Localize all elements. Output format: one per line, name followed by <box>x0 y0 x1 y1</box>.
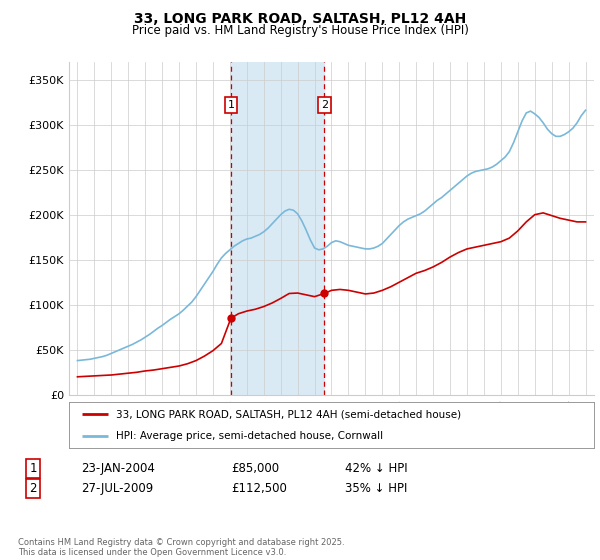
Text: £85,000: £85,000 <box>231 462 279 475</box>
Text: 1: 1 <box>29 462 37 475</box>
Text: 1: 1 <box>227 100 235 110</box>
Text: 27-JUL-2009: 27-JUL-2009 <box>81 482 153 495</box>
Text: Contains HM Land Registry data © Crown copyright and database right 2025.
This d: Contains HM Land Registry data © Crown c… <box>18 538 344 557</box>
Text: 33, LONG PARK ROAD, SALTASH, PL12 4AH (semi-detached house): 33, LONG PARK ROAD, SALTASH, PL12 4AH (s… <box>116 409 461 419</box>
Text: 35% ↓ HPI: 35% ↓ HPI <box>345 482 407 495</box>
Bar <box>231 62 324 395</box>
Text: 42% ↓ HPI: 42% ↓ HPI <box>345 462 407 475</box>
Text: 2: 2 <box>29 482 37 495</box>
Text: HPI: Average price, semi-detached house, Cornwall: HPI: Average price, semi-detached house,… <box>116 431 383 441</box>
Text: Price paid vs. HM Land Registry's House Price Index (HPI): Price paid vs. HM Land Registry's House … <box>131 24 469 36</box>
Text: 33, LONG PARK ROAD, SALTASH, PL12 4AH: 33, LONG PARK ROAD, SALTASH, PL12 4AH <box>134 12 466 26</box>
Text: 2: 2 <box>320 100 328 110</box>
Text: 23-JAN-2004: 23-JAN-2004 <box>81 462 155 475</box>
Text: £112,500: £112,500 <box>231 482 287 495</box>
